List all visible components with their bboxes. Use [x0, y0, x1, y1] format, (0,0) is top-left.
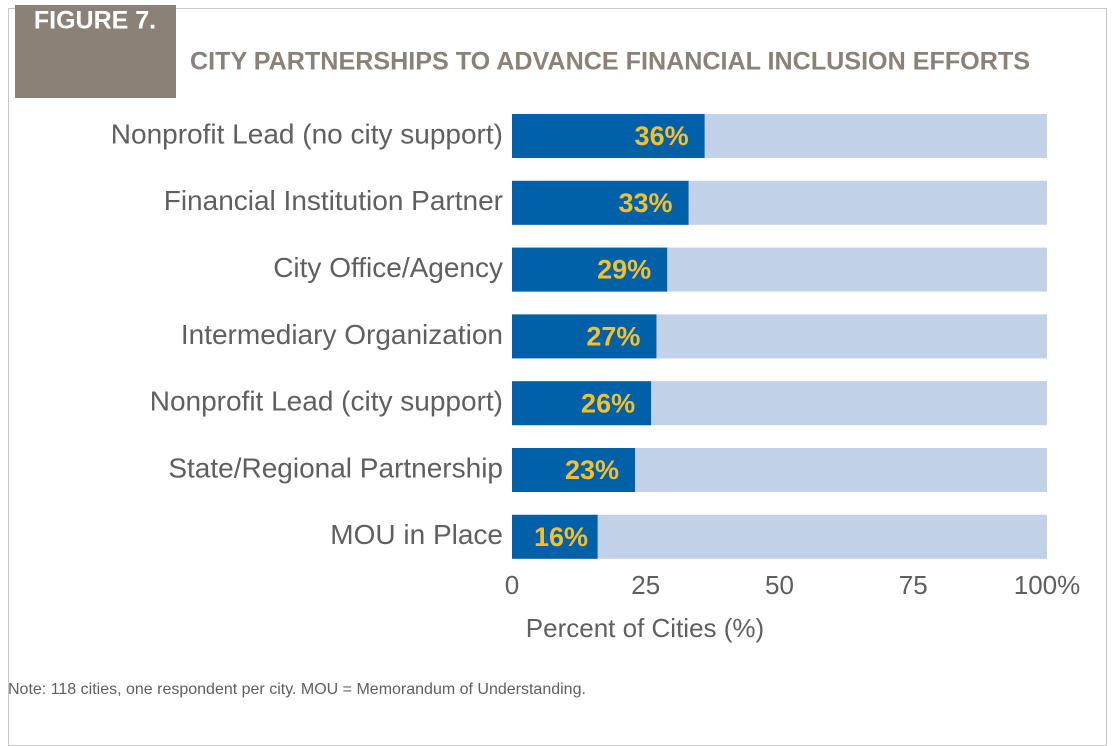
bar — [512, 247, 668, 292]
x-tick-label: 50 — [765, 570, 794, 600]
x-tick-label: 100% — [1014, 570, 1081, 600]
y-tick-label: MOU in Place — [330, 519, 503, 550]
figure-label: FIGURE 7. — [34, 7, 156, 35]
value-label: 26% — [581, 388, 635, 418]
x-axis-label: Percent of Cities (%) — [526, 613, 764, 643]
figure-label-box — [15, 5, 176, 98]
y-tick-label: Financial Institution Partner — [164, 185, 503, 216]
value-label: 29% — [597, 255, 651, 285]
y-tick-label: Nonprofit Lead (no city support) — [111, 118, 503, 149]
y-tick-label: State/Regional Partnership — [168, 452, 503, 483]
bar — [512, 180, 689, 225]
bar — [512, 114, 705, 158]
note: Note: 118 cities, one respondent per cit… — [8, 681, 586, 698]
value-label: 33% — [619, 188, 673, 218]
y-tick-label: Nonprofit Lead (city support) — [150, 386, 503, 417]
value-label: 27% — [586, 322, 640, 352]
bar — [512, 448, 636, 492]
bar — [512, 381, 652, 426]
x-tick-label: 75 — [899, 570, 928, 600]
y-tick-label: Intermediary Organization — [181, 319, 503, 350]
y-tick-label: City Office/Agency — [273, 252, 503, 283]
bar — [512, 514, 598, 559]
value-label: 36% — [635, 121, 689, 151]
value-label: 16% — [534, 522, 588, 552]
bar — [512, 314, 657, 359]
value-label: 23% — [565, 455, 619, 485]
chart-title: CITY PARTNERSHIPS TO ADVANCE FINANCIAL I… — [190, 48, 1030, 76]
x-tick-label: 25 — [631, 570, 660, 600]
bar-background — [512, 514, 1047, 559]
x-tick-label: 0 — [505, 570, 519, 600]
